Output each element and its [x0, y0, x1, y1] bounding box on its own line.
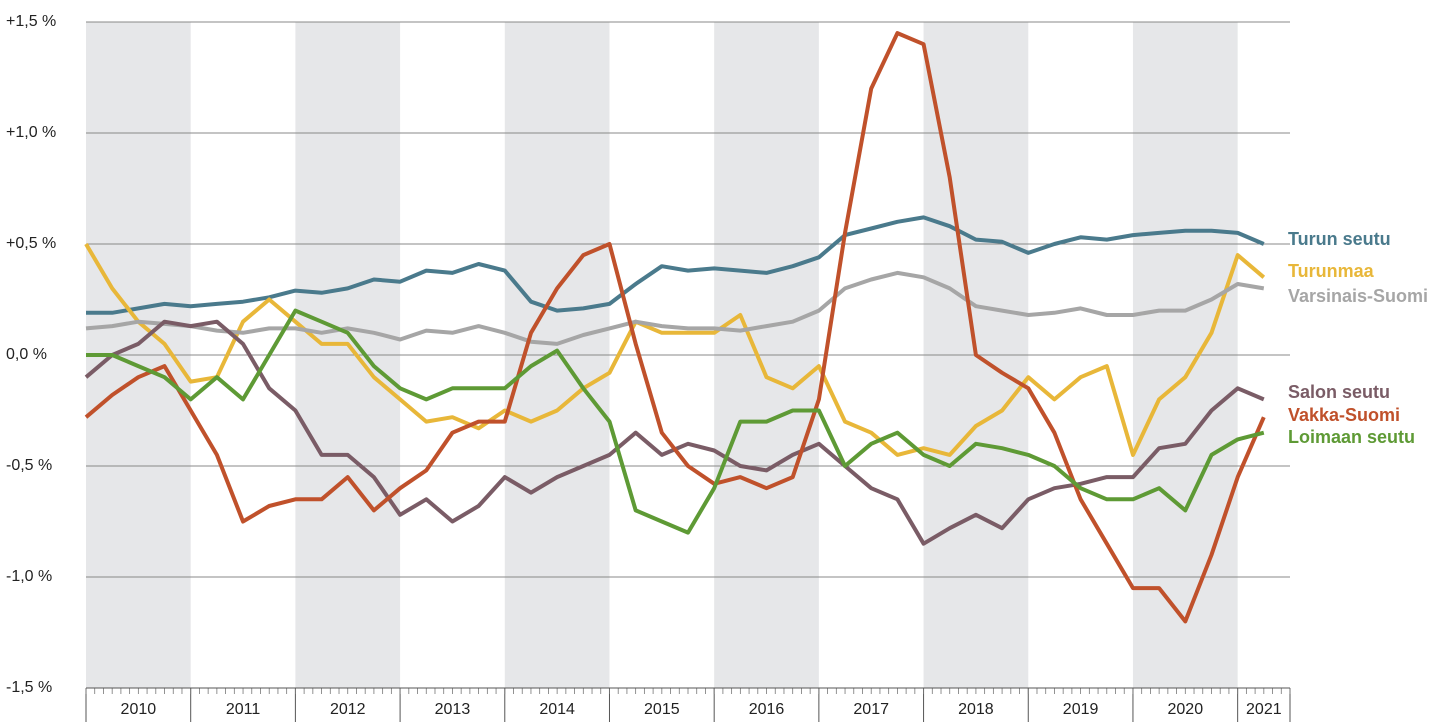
y-tick-label: 0,0 %: [6, 346, 47, 363]
series-line: [85, 270, 1265, 346]
series-label: Vakka-Suomi: [1288, 405, 1400, 425]
series-line: [86, 308, 1265, 535]
x-tick-label: 2016: [749, 701, 785, 718]
y-tick-label: +1,0 %: [6, 124, 56, 141]
x-tick-label: 2019: [1063, 701, 1099, 718]
x-tick-label: 2010: [121, 701, 157, 718]
series-label: Loimaan seutu: [1288, 427, 1415, 447]
x-tick-label: 2012: [330, 701, 366, 718]
y-tick-label: +0,5 %: [6, 235, 56, 252]
x-tick-label: 2020: [1168, 701, 1204, 718]
series-line: [84, 242, 1266, 457]
x-tick-label: 2021: [1246, 701, 1282, 718]
x-tick-label: 2017: [853, 701, 889, 718]
series-label: Turun seutu: [1288, 229, 1391, 249]
series-label: Varsinais-Suomi: [1288, 286, 1428, 306]
x-tick-label: 2014: [539, 701, 575, 718]
y-tick-label: -1,5 %: [6, 679, 52, 696]
x-tick-label: 2013: [435, 701, 471, 718]
x-tick-label: 2018: [958, 701, 994, 718]
x-tick-label: 2015: [644, 701, 680, 718]
series-label: Salon seutu: [1288, 382, 1390, 402]
y-tick-label: -1,0 %: [6, 568, 52, 585]
series-label: Turunmaa: [1288, 261, 1375, 281]
y-tick-label: -0,5 %: [6, 457, 52, 474]
x-tick-label: 2011: [226, 701, 261, 718]
series-line: [84, 31, 1266, 624]
series-line: [86, 215, 1265, 315]
y-tick-label: +1,5 %: [6, 13, 56, 30]
